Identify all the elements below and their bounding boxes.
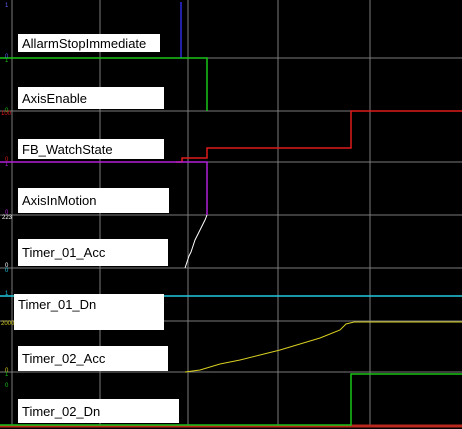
trace-fb-watch-state [176, 110, 462, 163]
tick-fb-watch-max: 100 [1, 111, 12, 117]
label-timer-02-acc: Timer_02_Acc [18, 346, 168, 371]
tick-timer01acc-min: 0 [5, 263, 9, 269]
label-axis-enable: AxisEnable [18, 87, 164, 109]
label-timer-01-acc: Timer_01_Acc [18, 239, 168, 266]
tick-timer02dn-min: 0 [5, 383, 9, 389]
tick-fb-watch-min: 0 [5, 157, 9, 163]
label-fb-watch-state: FB_WatchState [18, 139, 164, 159]
tick-timer02acc-min: 0 [5, 368, 9, 374]
tick-timer02acc-max: 2000 [1, 321, 15, 327]
tick-timer01dn-max: 1 [5, 291, 9, 297]
label-timer-01-dn: Timer_01_Dn [14, 294, 164, 330]
tick-axis-enable-min: 0 [5, 108, 9, 114]
trace-axis-in-motion [0, 161, 208, 215]
tick-allarm-min: 0 [5, 54, 9, 60]
trace-timer-02-dn [0, 373, 462, 426]
label-timer-02-dn: Timer_02_Dn [18, 399, 179, 423]
tick-timer01acc-max: 223 [2, 215, 13, 221]
tick-axis-motion-min: 0 [5, 210, 9, 216]
label-axis-in-motion: AxisInMotion [18, 188, 169, 213]
trace-timer-01-acc [184, 214, 208, 269]
trace-axis-enable [0, 57, 208, 111]
tick-timer02dn-max: 1 [5, 372, 9, 378]
tick-axis-enable-max: 1 [5, 58, 9, 64]
tick-allarm-max: 1 [5, 3, 9, 9]
tick-axis-motion-max: 1 [5, 162, 9, 168]
tick-timer01dn-min: 0 [5, 268, 9, 274]
label-allarm-stop-immediate: AllarmStopImmediate [18, 34, 160, 52]
trace-timer-02-acc [184, 321, 462, 373]
